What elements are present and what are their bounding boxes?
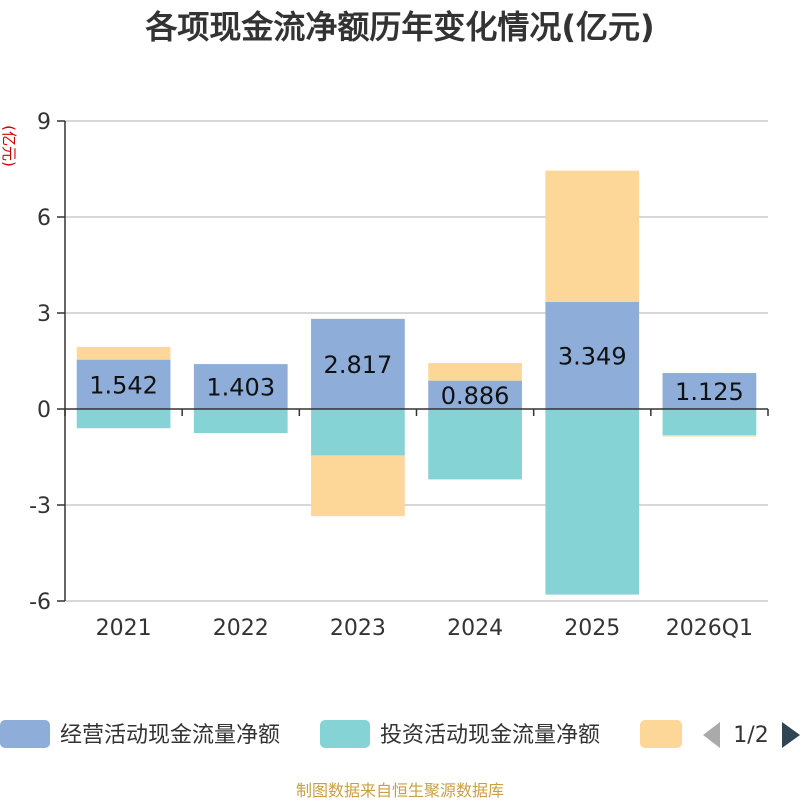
bar-2024-series-1[interactable] [428,409,522,480]
bar-2026Q1-series-0[interactable] [662,373,757,409]
y-axis-unit: (亿元) [0,125,18,167]
bars [76,170,757,595]
y-tick-label: 3 [37,302,51,327]
data-label-2024: 0.886 [441,382,510,410]
bar-2021-series-2[interactable] [76,346,171,360]
data-label-2022: 1.403 [206,374,275,402]
bar-2021-series-0[interactable] [76,359,171,409]
bar-2025-series-1[interactable] [545,409,640,595]
y-tick-label: 6 [37,206,51,231]
chart-title: 各项现金流净额历年变化情况(亿元) [145,8,654,46]
bar-2024-series-0[interactable] [428,380,522,409]
data-labels: 1.542 1.403 2.817 0.886 3.349 1.125 [89,342,744,409]
data-label-2026Q1: 1.125 [675,378,744,406]
legend-next-page-icon[interactable] [782,722,800,748]
axes: 9 6 3 0 -3 -6 2021 2022 2023 2024 2025 2026Q1 [29,110,769,641]
bar-2023-series-1[interactable] [311,409,405,456]
legend-label-operating: 经营活动现金流量净额 [60,723,280,748]
legend-item-financing[interactable] [640,720,682,748]
bar-2023-series-0[interactable] [311,318,405,409]
bar-2023-series-2[interactable] [311,455,405,517]
y-tick-label: -6 [29,590,51,615]
legend-swatch-operating [0,720,50,748]
x-tick-label: 2021 [96,616,152,641]
bar-2024-series-2[interactable] [428,363,522,381]
x-tick-label: 2026Q1 [666,616,753,641]
legend-label-investing: 投资活动现金流量净额 [380,723,600,748]
x-tick-label: 2025 [564,616,620,641]
x-tick-label: 2022 [213,616,269,641]
legend: 经营活动现金流量净额 投资活动现金流量净额 1/2 [0,720,800,748]
data-label-2023: 2.817 [324,351,393,379]
bar-2022-series-1[interactable] [193,409,288,433]
x-tick-label: 2024 [447,616,503,641]
data-label-2025: 3.349 [558,342,627,370]
data-source-note: 制图数据来自恒生聚源数据库 [296,781,504,800]
legend-swatch-investing [320,720,370,748]
bar-2022-series-0[interactable] [193,364,288,409]
legend-item-investing[interactable]: 投资活动现金流量净额 [320,720,600,748]
bar-2026Q1-series-2[interactable] [662,435,757,437]
data-label-2021: 1.542 [89,371,158,399]
bar-2026Q1-series-1[interactable] [662,409,757,436]
y-tick-label: 0 [37,398,51,423]
bar-2025-series-2[interactable] [545,170,640,302]
bar-2025-series-0[interactable] [545,301,640,409]
legend-prev-page-icon[interactable] [703,722,720,748]
y-tick-label: 9 [37,110,51,135]
legend-page-indicator: 1/2 [733,723,768,748]
x-tick-label: 2023 [330,616,386,641]
grid-lines [65,120,768,602]
bar-2021-series-1[interactable] [76,409,171,429]
legend-swatch-financing [640,720,682,748]
y-tick-label: -3 [29,494,51,519]
legend-item-operating[interactable]: 经营活动现金流量净额 [0,720,280,748]
